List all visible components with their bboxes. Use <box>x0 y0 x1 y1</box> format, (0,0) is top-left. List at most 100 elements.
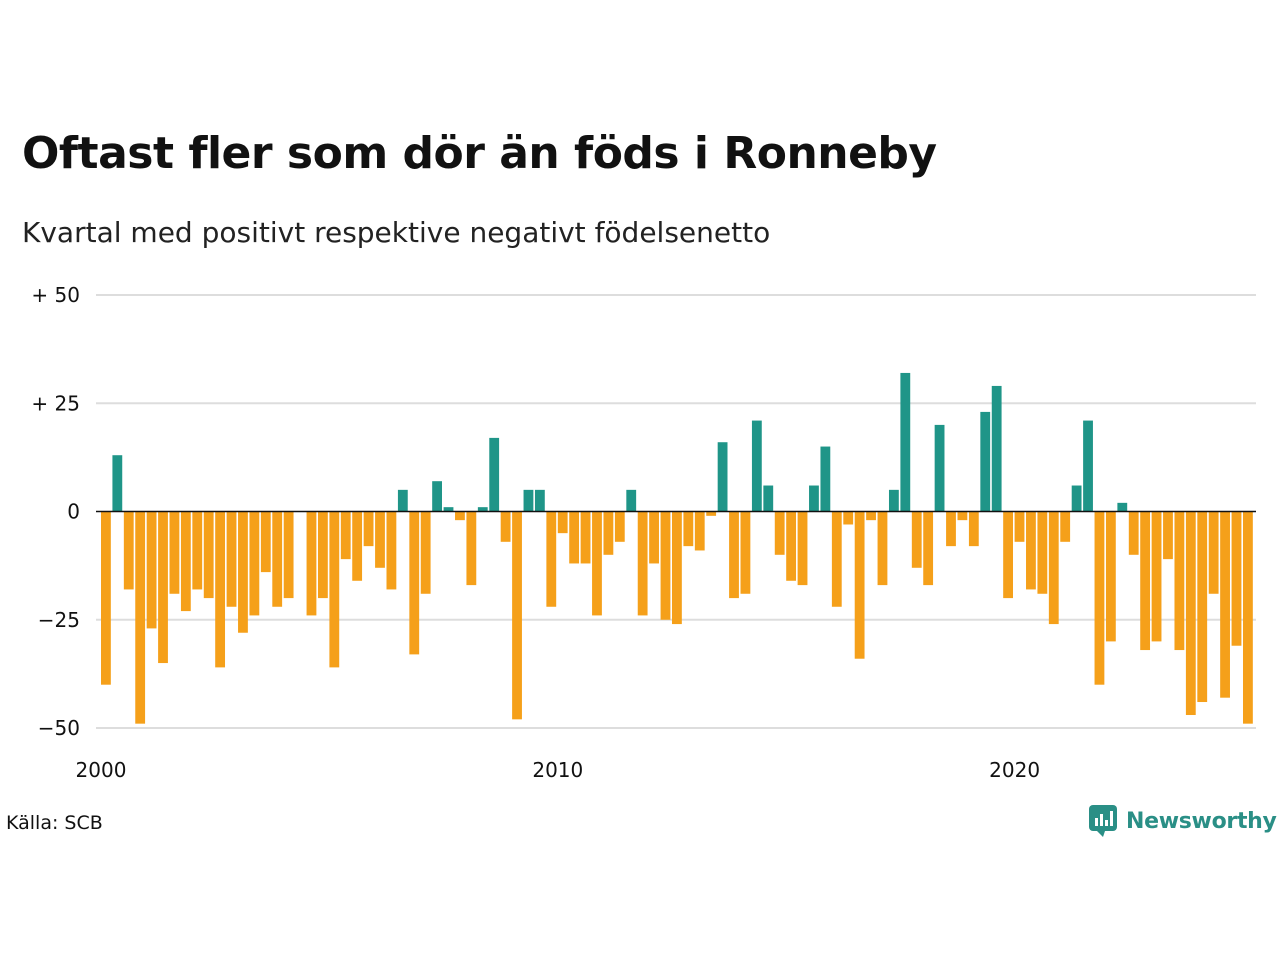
bar-positive <box>112 455 123 512</box>
bar-positive <box>900 372 911 512</box>
bar-negative <box>968 511 979 547</box>
bar-positive <box>934 424 945 512</box>
chart-title: Oftast fler som dör än föds i Ronneby <box>22 128 937 179</box>
chart-subtitle: Kvartal med positivt respektive negativt… <box>22 216 771 249</box>
bar-negative <box>1174 511 1185 651</box>
bar-positive <box>477 507 488 512</box>
bar-negative <box>911 511 922 568</box>
bar-negative <box>386 511 397 590</box>
bar-negative <box>272 511 283 607</box>
bar-negative <box>946 511 956 547</box>
bar-positive <box>1083 420 1093 512</box>
bar-negative <box>466 511 477 586</box>
bar-negative <box>123 511 134 590</box>
bar-positive <box>443 507 454 512</box>
brand-name: Newsworthy <box>1126 808 1277 834</box>
bar-negative <box>203 511 214 599</box>
bar-negative <box>1060 511 1071 542</box>
bar-negative <box>158 511 168 664</box>
bar-negative <box>1140 511 1151 651</box>
bar-negative <box>420 511 431 594</box>
bar-positive <box>1071 485 1082 512</box>
y-tick-label: −25 <box>38 608 80 632</box>
bar-negative <box>352 511 363 581</box>
bar-positive <box>489 437 500 512</box>
bars <box>101 372 1253 724</box>
y-axis: + 50 + 25 0 −25 −50 <box>31 283 80 740</box>
bar-negative <box>249 511 260 616</box>
bar-positive <box>397 489 408 512</box>
bar-negative <box>694 511 705 551</box>
bar-negative <box>1208 511 1219 594</box>
bar-negative <box>260 511 271 573</box>
bar-negative <box>317 511 328 599</box>
bar-negative <box>215 511 226 668</box>
x-tick-label: 2010 <box>532 758 583 782</box>
bar-negative <box>1243 511 1253 724</box>
bar-negative <box>866 511 876 521</box>
bar-negative <box>1105 511 1116 642</box>
bar-negative <box>569 511 580 564</box>
bar-chart: + 50 + 25 0 −25 −50 2000 2010 2020 <box>31 283 1256 782</box>
bar-negative <box>729 511 739 599</box>
bar-negative <box>1220 511 1230 698</box>
bar-negative <box>283 511 294 599</box>
bar-positive <box>751 420 762 512</box>
bar-positive <box>1117 502 1128 512</box>
bar-negative <box>1003 511 1013 599</box>
source-note: Källa: SCB <box>6 812 103 834</box>
bar-negative <box>614 511 625 542</box>
bar-negative <box>854 511 865 659</box>
bar-positive <box>980 411 991 512</box>
bar-negative <box>306 511 317 616</box>
bar-negative <box>797 511 808 586</box>
y-tick-label: 0 <box>67 500 80 524</box>
bar-negative <box>192 511 203 590</box>
bar-positive <box>717 442 728 512</box>
bar-negative <box>512 511 522 720</box>
x-tick-label: 2000 <box>76 758 127 782</box>
bar-negative <box>706 511 717 516</box>
bar-negative <box>649 511 659 564</box>
bar-negative <box>637 511 648 616</box>
bar-negative <box>169 511 180 594</box>
y-tick-label: −50 <box>38 716 80 740</box>
bar-negative <box>1197 511 1208 703</box>
bar-negative <box>180 511 191 612</box>
bar-negative <box>740 511 751 594</box>
bar-negative <box>375 511 385 568</box>
newsworthy-logo: Newsworthy <box>1088 804 1277 838</box>
bar-negative <box>146 511 157 629</box>
bar-negative <box>1094 511 1105 685</box>
bar-negative <box>1163 511 1173 560</box>
bar-negative <box>363 511 374 547</box>
bar-negative <box>1014 511 1025 542</box>
bar-negative <box>603 511 614 555</box>
bar-negative <box>877 511 888 586</box>
bar-negative <box>786 511 797 581</box>
bar-positive <box>763 485 774 512</box>
bar-negative <box>226 511 237 607</box>
bar-negative <box>592 511 602 616</box>
bar-negative <box>101 511 111 685</box>
bar-negative <box>329 511 340 668</box>
bar-negative <box>1128 511 1139 555</box>
bar-negative <box>546 511 557 607</box>
bar-negative <box>1231 511 1242 646</box>
bar-negative <box>238 511 248 633</box>
y-tick-label: + 50 <box>31 283 80 307</box>
bar-negative <box>1185 511 1196 716</box>
bar-negative <box>683 511 694 547</box>
bar-negative <box>923 511 934 586</box>
bar-positive <box>888 489 899 512</box>
bar-negative <box>1037 511 1048 594</box>
bar-negative <box>500 511 511 542</box>
newsworthy-logo-icon <box>1089 805 1117 837</box>
bar-negative <box>1151 511 1162 642</box>
bar-positive <box>534 489 545 512</box>
bar-negative <box>557 511 568 534</box>
bar-negative <box>831 511 842 607</box>
bar-positive <box>991 385 1002 512</box>
bar-positive <box>626 489 637 512</box>
bar-negative <box>580 511 591 564</box>
